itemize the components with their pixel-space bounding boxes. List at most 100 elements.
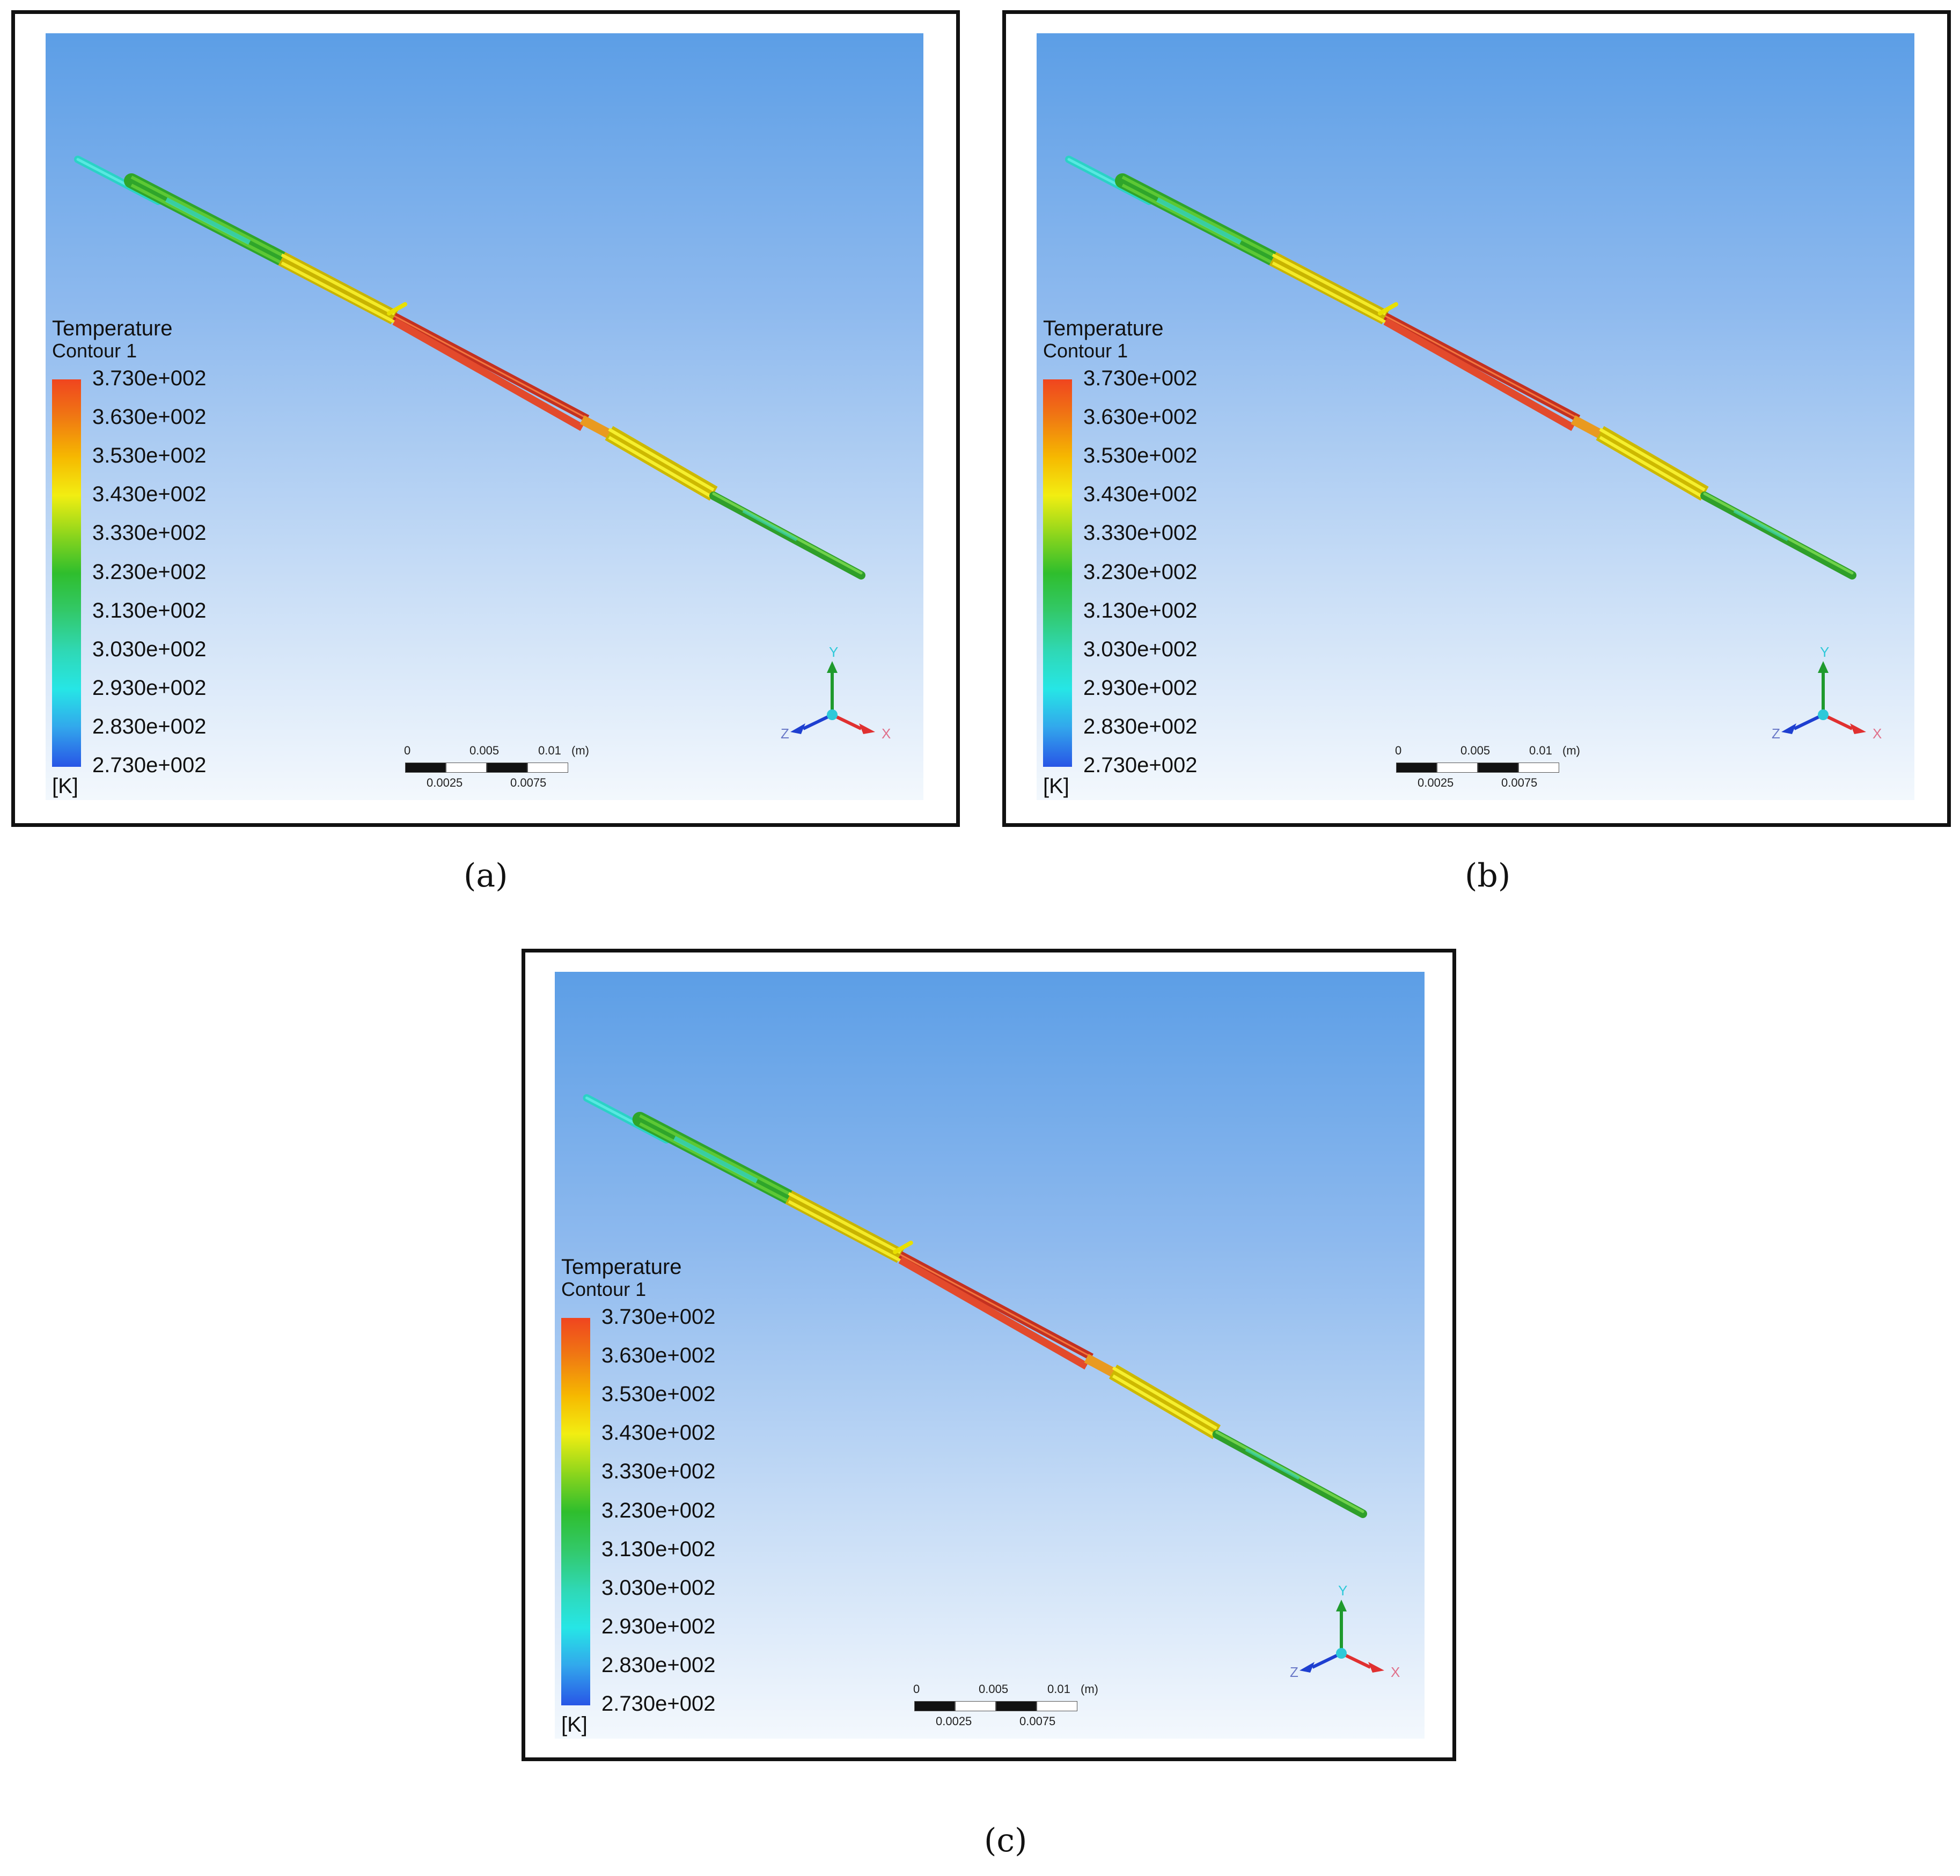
scale-segment xyxy=(487,763,527,773)
axis-y-label: Y xyxy=(1820,645,1829,660)
color-bar xyxy=(1043,379,1072,767)
scale-label-0: 0 xyxy=(1395,744,1402,757)
legend-tick-label: 3.030e+002 xyxy=(1083,637,1198,661)
legend-tick-label: 2.730e+002 xyxy=(1083,753,1198,777)
legend-tick-label: 3.430e+002 xyxy=(1083,482,1198,507)
scale-label-001: 0.01 xyxy=(538,744,561,757)
legend-tick-label: 3.230e+002 xyxy=(601,1498,716,1522)
pipe-geometry xyxy=(74,156,865,580)
axis-triad: Y X Z xyxy=(1772,645,1882,742)
scale-label-unit: (m) xyxy=(1562,744,1580,757)
color-bar xyxy=(561,1318,590,1705)
scale-label-0: 0 xyxy=(913,1682,920,1696)
color-bar-segment xyxy=(52,534,81,574)
axis-triad: Y X Z xyxy=(781,645,891,742)
scale-label-00075: 0.0075 xyxy=(1019,1714,1056,1728)
legend-tick-label: 3.130e+002 xyxy=(1083,598,1198,622)
legend-tick-label: 2.930e+002 xyxy=(92,676,207,700)
color-bar-segment xyxy=(561,1318,590,1358)
legend-tick-label: 2.930e+002 xyxy=(1083,676,1198,700)
color-bar-segment xyxy=(52,573,81,612)
legend-tick-label: 2.730e+002 xyxy=(601,1692,716,1716)
color-bar-segment xyxy=(561,1511,590,1551)
caption-b: (b) xyxy=(1465,857,1511,895)
legend-tick-label: 3.630e+002 xyxy=(1083,405,1198,429)
color-bar-segment xyxy=(1043,379,1072,419)
color-bar-segment xyxy=(561,1434,590,1474)
panel-b: Temperature Contour 1 [K] 0 0.005 0.01 (… xyxy=(1002,10,1951,827)
color-bar-segment xyxy=(52,727,81,767)
color-bar xyxy=(52,379,81,767)
legend-title: Temperature xyxy=(52,317,173,340)
scale-label-00025: 0.0025 xyxy=(1418,776,1454,789)
legend-tick-label: 3.530e+002 xyxy=(601,1382,716,1406)
scale-segment xyxy=(1478,763,1518,773)
color-bar-segment xyxy=(1043,495,1072,535)
scale-label-0005: 0.005 xyxy=(469,744,500,757)
scale-label-0005: 0.005 xyxy=(1460,744,1491,757)
scale-bar: 0 0.005 0.01 (m) 0.0025 0.0075 xyxy=(404,745,619,793)
color-bar-segment xyxy=(561,1395,590,1435)
pipe-geometry xyxy=(583,1094,1367,1518)
scale-segment xyxy=(955,1701,996,1711)
scale-segment xyxy=(1518,763,1559,773)
axis-y-label: Y xyxy=(1338,1584,1347,1599)
legend-tick-label: 3.430e+002 xyxy=(601,1421,716,1445)
axis-y-label: Y xyxy=(829,645,838,660)
legend-tick-label: 3.330e+002 xyxy=(92,521,207,545)
scale-label-00075: 0.0075 xyxy=(1501,776,1538,789)
caption-a: (a) xyxy=(464,857,508,895)
legend-tick-label: 3.230e+002 xyxy=(92,560,207,584)
color-bar-segment xyxy=(52,688,81,728)
color-bar-segment xyxy=(52,457,81,496)
color-bar-segment xyxy=(52,495,81,535)
axis-x-label: X xyxy=(1873,726,1882,742)
render-viewport: Temperature Contour 1 [K] 0 0.005 0.01 (… xyxy=(1037,33,1914,800)
color-bar-segment xyxy=(1043,727,1072,767)
color-bar-segment xyxy=(52,611,81,651)
color-bar-segment xyxy=(52,650,81,690)
scale-segment xyxy=(1037,1701,1077,1711)
color-bar-segment xyxy=(561,1550,590,1589)
legend-tick-label: 3.730e+002 xyxy=(601,1305,716,1329)
color-bar-segment xyxy=(561,1588,590,1628)
color-bar-segment xyxy=(1043,650,1072,690)
render-viewport: Temperature Contour 1 [K] 0 0.005 0.01 (… xyxy=(46,33,923,800)
color-bar-segment xyxy=(52,418,81,458)
legend-tick-label: 3.630e+002 xyxy=(92,405,207,429)
axis-z-label: Z xyxy=(1772,726,1780,742)
color-bar-segment xyxy=(52,379,81,419)
axis-triad: Y X Z xyxy=(1290,1584,1400,1680)
caption-c: (c) xyxy=(984,1822,1027,1859)
legend-tick-label: 3.330e+002 xyxy=(1083,521,1198,545)
legend-tick-label: 3.530e+002 xyxy=(92,444,207,468)
scale-segment xyxy=(914,1701,955,1711)
color-bar-segment xyxy=(1043,573,1072,612)
legend-unit: [K] xyxy=(561,1713,588,1736)
legend-tick-label: 2.930e+002 xyxy=(601,1614,716,1638)
pipe-geometry xyxy=(1065,156,1856,580)
scale-segment xyxy=(527,763,568,773)
legend-tick-label: 2.730e+002 xyxy=(92,753,207,777)
legend-subtitle: Contour 1 xyxy=(1043,340,1128,362)
legend-tick-label: 3.030e+002 xyxy=(601,1575,716,1600)
axis-z-label: Z xyxy=(781,726,789,742)
legend-tick-label: 3.130e+002 xyxy=(601,1537,716,1561)
scale-segment xyxy=(1437,763,1478,773)
scale-label-001: 0.01 xyxy=(1047,1682,1070,1696)
color-bar-segment xyxy=(561,1666,590,1705)
legend-tick-label: 3.730e+002 xyxy=(92,367,207,390)
scale-segment xyxy=(405,763,446,773)
color-bar-segment xyxy=(1043,457,1072,496)
legend-tick-label: 3.230e+002 xyxy=(1083,560,1198,584)
color-bar-segment xyxy=(1043,534,1072,574)
scale-label-00075: 0.0075 xyxy=(510,776,547,789)
scale-segment xyxy=(1396,763,1437,773)
scale-segment xyxy=(996,1701,1037,1711)
scale-label-unit: (m) xyxy=(1081,1682,1098,1696)
panel-c: Temperature Contour 1 [K] 0 0.005 0.01 (… xyxy=(522,949,1456,1761)
scale-label-unit: (m) xyxy=(571,744,589,757)
axis-x-label: X xyxy=(1391,1664,1400,1680)
legend-tick-label: 2.830e+002 xyxy=(92,714,207,738)
scale-segment xyxy=(446,763,487,773)
